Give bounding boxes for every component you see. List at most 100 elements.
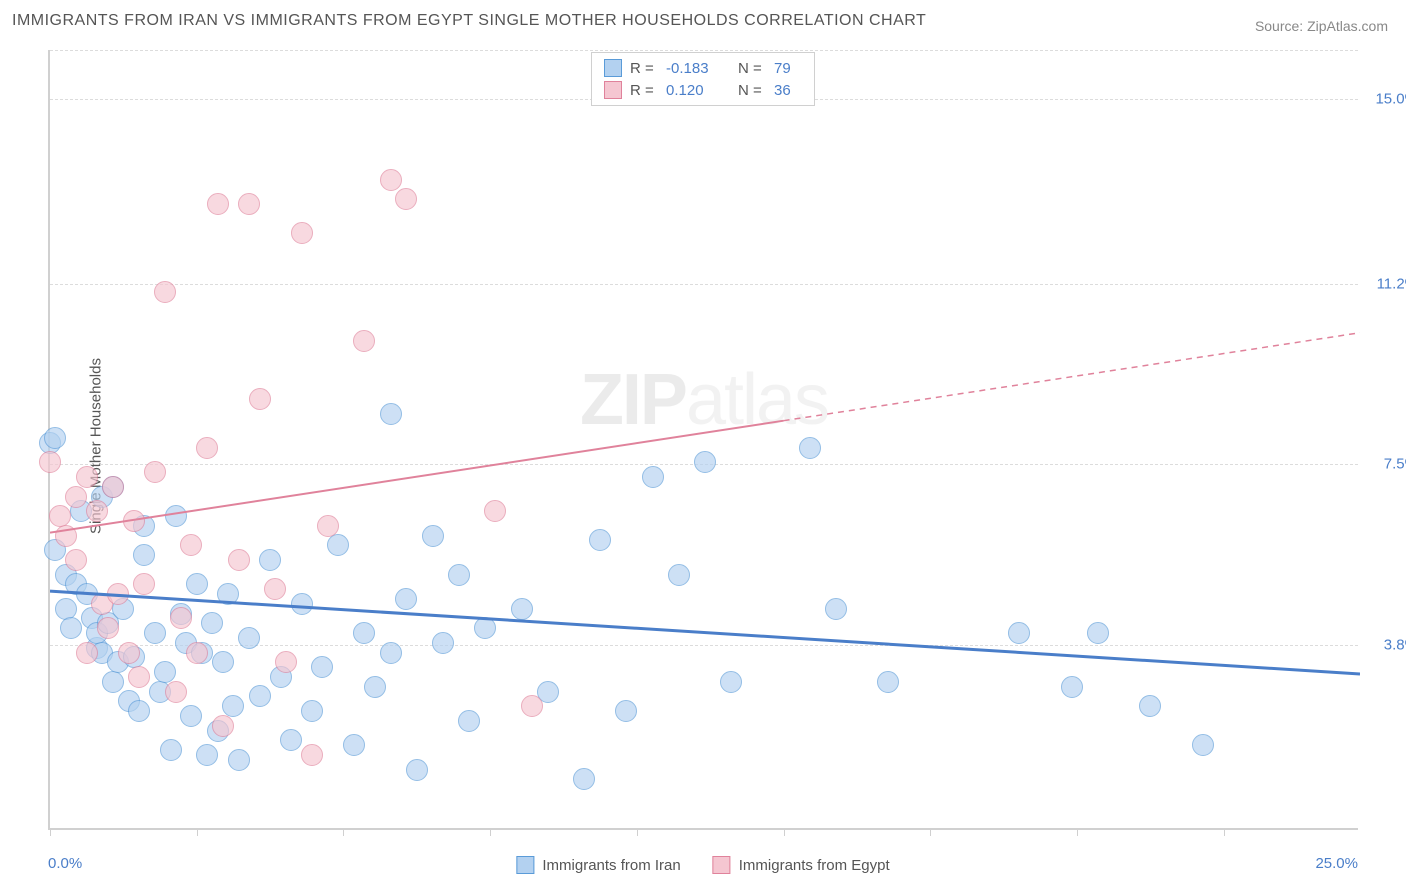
scatter-point — [154, 281, 176, 303]
scatter-point — [180, 534, 202, 556]
scatter-point — [521, 695, 543, 717]
scatter-point — [275, 651, 297, 673]
legend-label-egypt: Immigrants from Egypt — [739, 857, 890, 874]
scatter-point — [238, 193, 260, 215]
stats-N-egypt: 36 — [774, 82, 802, 99]
x-tick — [1077, 828, 1078, 836]
scatter-point — [422, 525, 444, 547]
legend-item-egypt: Immigrants from Egypt — [713, 856, 890, 874]
x-tick — [197, 828, 198, 836]
scatter-point — [317, 515, 339, 537]
scatter-point — [44, 427, 66, 449]
scatter-point — [458, 710, 480, 732]
scatter-point — [76, 466, 98, 488]
scatter-point — [291, 222, 313, 244]
scatter-point — [228, 549, 250, 571]
scatter-point — [343, 734, 365, 756]
stats-box: R = -0.183 N = 79 R = 0.120 N = 36 — [591, 52, 815, 106]
scatter-point — [1139, 695, 1161, 717]
scatter-point — [311, 656, 333, 678]
stats-N-label: N = — [738, 82, 766, 99]
scatter-point — [694, 451, 716, 473]
scatter-point — [1061, 676, 1083, 698]
stats-N-iran: 79 — [774, 60, 802, 77]
scatter-point — [55, 525, 77, 547]
scatter-point — [1192, 734, 1214, 756]
scatter-point — [825, 598, 847, 620]
scatter-point — [353, 330, 375, 352]
x-tick — [637, 828, 638, 836]
x-tick — [343, 828, 344, 836]
scatter-point — [228, 749, 250, 771]
legend: Immigrants from Iran Immigrants from Egy… — [516, 856, 889, 874]
scatter-point — [432, 632, 454, 654]
scatter-point — [39, 451, 61, 473]
scatter-point — [128, 700, 150, 722]
scatter-point — [642, 466, 664, 488]
scatter-point — [222, 695, 244, 717]
scatter-point — [60, 617, 82, 639]
legend-item-iran: Immigrants from Iran — [516, 856, 680, 874]
scatter-point — [511, 598, 533, 620]
scatter-point — [301, 700, 323, 722]
scatter-point — [212, 651, 234, 673]
scatter-point — [201, 612, 223, 634]
scatter-point — [380, 642, 402, 664]
scatter-point — [123, 510, 145, 532]
chart-title: IMMIGRANTS FROM IRAN VS IMMIGRANTS FROM … — [12, 12, 926, 30]
legend-swatch-egypt — [713, 856, 731, 874]
scatter-point — [615, 700, 637, 722]
y-tick-label: 3.8% — [1384, 636, 1406, 653]
scatter-point — [264, 578, 286, 600]
scatter-point — [102, 476, 124, 498]
scatter-point — [102, 671, 124, 693]
stats-R-egypt: 0.120 — [666, 82, 730, 99]
scatter-point — [589, 529, 611, 551]
scatter-point — [144, 622, 166, 644]
x-tick — [1224, 828, 1225, 836]
scatter-point — [249, 685, 271, 707]
scatter-point — [160, 739, 182, 761]
scatter-point — [380, 403, 402, 425]
scatter-point — [144, 461, 166, 483]
scatter-point — [107, 583, 129, 605]
scatter-point — [395, 588, 417, 610]
scatter-point — [799, 437, 821, 459]
scatter-point — [280, 729, 302, 751]
legend-swatch-iran — [516, 856, 534, 874]
scatter-point — [196, 744, 218, 766]
scatter-point — [474, 617, 496, 639]
scatter-point — [364, 676, 386, 698]
x-axis-min-label: 0.0% — [48, 855, 82, 872]
chart-area: ZIPatlas 3.8%7.5%11.2%15.0% — [48, 50, 1358, 830]
scatter-point — [484, 500, 506, 522]
scatter-point — [380, 169, 402, 191]
scatter-point — [186, 642, 208, 664]
scatter-point — [1087, 622, 1109, 644]
scatter-point — [406, 759, 428, 781]
scatter-point — [249, 388, 271, 410]
scatter-point — [55, 598, 77, 620]
scatter-point — [118, 642, 140, 664]
scatter-point — [86, 500, 108, 522]
y-tick-label: 11.2% — [1377, 276, 1406, 293]
watermark-zip: ZIP — [580, 360, 686, 440]
scatter-point — [65, 549, 87, 571]
x-tick — [490, 828, 491, 836]
watermark-atlas: atlas — [686, 360, 828, 440]
scatter-point — [133, 573, 155, 595]
stats-row-egypt: R = 0.120 N = 36 — [604, 79, 802, 101]
scatter-point — [186, 573, 208, 595]
stats-R-label: R = — [630, 82, 658, 99]
scatter-point — [49, 505, 71, 527]
scatter-point — [170, 607, 192, 629]
scatter-point — [212, 715, 234, 737]
scatter-point — [291, 593, 313, 615]
scatter-point — [165, 505, 187, 527]
scatter-point — [327, 534, 349, 556]
y-tick-label: 7.5% — [1384, 456, 1406, 473]
scatter-point — [238, 627, 260, 649]
scatter-point — [65, 486, 87, 508]
source-label: Source: ZipAtlas.com — [1255, 18, 1388, 34]
stats-R-label: R = — [630, 60, 658, 77]
